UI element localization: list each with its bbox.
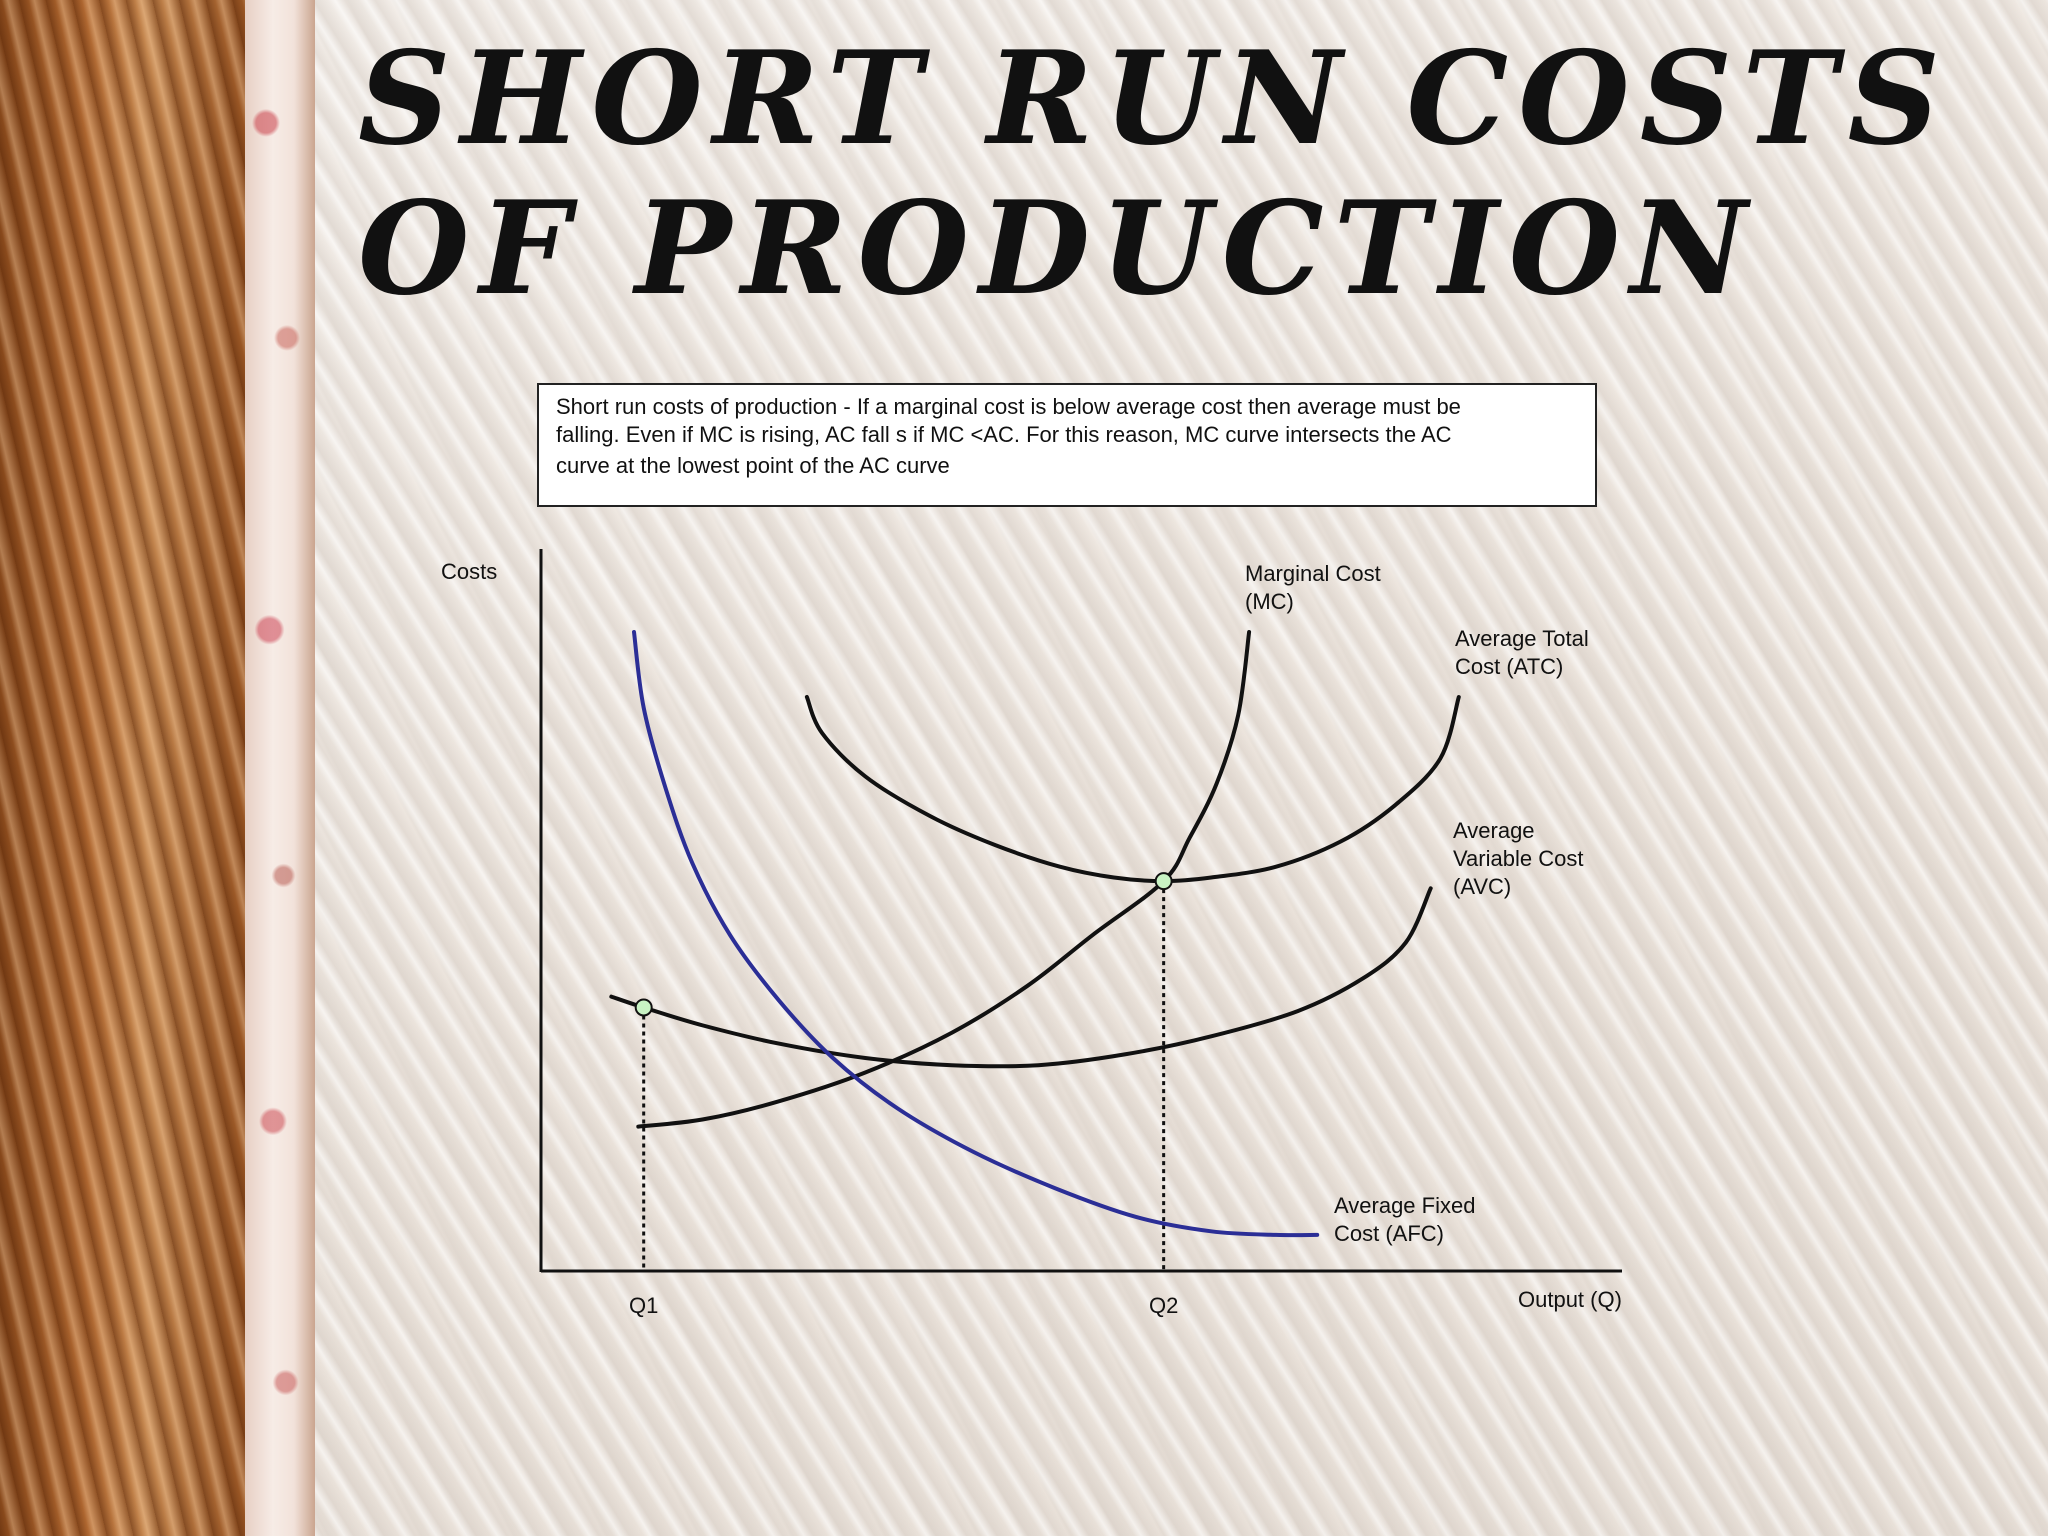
avc-curve-label: Average Variable Cost (AVC) — [1453, 818, 1583, 899]
floral-strip — [245, 0, 315, 1536]
tick-labels: Q1 Q2 — [629, 1293, 1178, 1318]
caption-line-3: curve at the lowest point of the AC curv… — [556, 453, 950, 478]
intersection-points — [634, 872, 1173, 1017]
x-axis-label: Output (Q) — [1518, 1287, 1622, 1312]
wood-grain-border — [0, 0, 245, 1536]
curve-labels: Marginal Cost (MC) Average Total Cost (ATC)… — [1245, 561, 1589, 1246]
caption-box: Short run costs of production - If a mar… — [537, 383, 1597, 507]
x-tick-label: Q2 — [1149, 1293, 1178, 1318]
slide-title: SHORT RUN COSTS OF PRODUCTION — [358, 24, 1950, 324]
atc-curve — [804, 695, 1461, 884]
x-tick-label: Q1 — [629, 1293, 658, 1318]
caption-frame — [537, 383, 1597, 507]
intersection-point — [1154, 872, 1173, 891]
dotted-guides — [642, 881, 1166, 1271]
cost-curves — [609, 630, 1461, 1238]
afc-curve-label: Average Fixed Cost (AFC) — [1334, 1193, 1475, 1246]
caption-line-1: Short run costs of production - If a mar… — [556, 394, 1461, 419]
afc-curve — [632, 630, 1320, 1238]
caption-line-2: falling. Even if MC is rising, AC fall s… — [556, 422, 1452, 447]
intersection-point — [634, 998, 653, 1017]
atc-curve-label: Average Total Cost (ATC) — [1455, 626, 1589, 679]
mc-curve-label: Marginal Cost (MC) — [1245, 561, 1381, 614]
mc-curve — [636, 630, 1252, 1129]
avc-curve — [609, 886, 1433, 1069]
y-axis-label: Costs — [441, 559, 497, 584]
